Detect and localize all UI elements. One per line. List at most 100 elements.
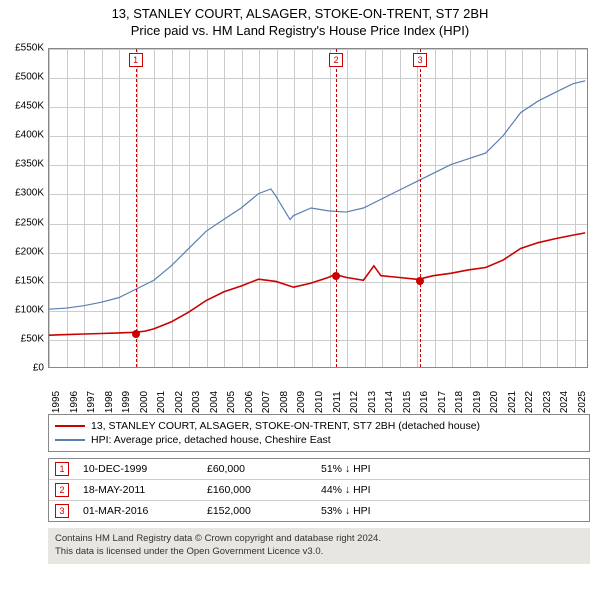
x-axis-label: 2017 bbox=[437, 391, 448, 413]
sale-price: £160,000 bbox=[207, 484, 307, 496]
sale-row: 3 01-MAR-2016 £152,000 53% ↓ HPI bbox=[49, 500, 589, 521]
y-axis-label: £250K bbox=[0, 217, 44, 228]
legend-swatch bbox=[55, 439, 85, 441]
gridline-vertical bbox=[365, 49, 366, 367]
x-axis-label: 2004 bbox=[209, 391, 220, 413]
gridline-vertical bbox=[452, 49, 453, 367]
x-axis-label: 2025 bbox=[577, 391, 588, 413]
gridline-vertical bbox=[312, 49, 313, 367]
x-axis-label: 2003 bbox=[191, 391, 202, 413]
sale-row: 2 18-MAY-2011 £160,000 44% ↓ HPI bbox=[49, 479, 589, 500]
gridline-horizontal bbox=[49, 253, 587, 254]
x-axis-label: 1996 bbox=[69, 391, 80, 413]
sale-marker-line bbox=[136, 49, 137, 367]
gridline-vertical bbox=[259, 49, 260, 367]
sale-diff: 44% ↓ HPI bbox=[321, 484, 583, 496]
y-axis-label: £500K bbox=[0, 72, 44, 83]
y-axis-label: £200K bbox=[0, 246, 44, 257]
gridline-horizontal bbox=[49, 107, 587, 108]
gridline-horizontal bbox=[49, 165, 587, 166]
legend-swatch bbox=[55, 425, 85, 427]
sale-marker-badge: 3 bbox=[413, 53, 427, 67]
y-axis-label: £300K bbox=[0, 188, 44, 199]
x-axis-label: 2016 bbox=[419, 391, 430, 413]
legend-item: 13, STANLEY COURT, ALSAGER, STOKE-ON-TRE… bbox=[55, 419, 583, 433]
sale-date: 01-MAR-2016 bbox=[83, 505, 193, 517]
sale-marker-dot bbox=[416, 277, 424, 285]
gridline-horizontal bbox=[49, 194, 587, 195]
legend-item: HPI: Average price, detached house, Ches… bbox=[55, 433, 583, 447]
x-axis-label: 2021 bbox=[507, 391, 518, 413]
gridline-vertical bbox=[470, 49, 471, 367]
gridline-vertical bbox=[207, 49, 208, 367]
x-axis-label: 2009 bbox=[296, 391, 307, 413]
sale-badge: 2 bbox=[55, 483, 69, 497]
sale-marker-line bbox=[336, 49, 337, 367]
y-axis-label: £0 bbox=[0, 363, 44, 374]
legend-label: 13, STANLEY COURT, ALSAGER, STOKE-ON-TRE… bbox=[91, 420, 480, 432]
gridline-vertical bbox=[67, 49, 68, 367]
x-axis-label: 2001 bbox=[156, 391, 167, 413]
footer-line2: This data is licensed under the Open Gov… bbox=[55, 546, 583, 559]
gridline-vertical bbox=[242, 49, 243, 367]
legend: 13, STANLEY COURT, ALSAGER, STOKE-ON-TRE… bbox=[48, 414, 590, 452]
sale-marker-badge: 2 bbox=[329, 53, 343, 67]
x-axis-label: 2008 bbox=[279, 391, 290, 413]
x-axis-label: 2002 bbox=[174, 391, 185, 413]
sale-marker-dot bbox=[132, 330, 140, 338]
sale-date: 18-MAY-2011 bbox=[83, 484, 193, 496]
x-axis-label: 2000 bbox=[139, 391, 150, 413]
gridline-vertical bbox=[540, 49, 541, 367]
gridline-horizontal bbox=[49, 49, 587, 50]
gridline-horizontal bbox=[49, 136, 587, 137]
chart-area: 1 2 3 £0 £50K £100K £150K £200K £250K £300K £350K… bbox=[0, 40, 600, 410]
sale-badge: 1 bbox=[55, 462, 69, 476]
gridline-horizontal bbox=[49, 282, 587, 283]
gridline-vertical bbox=[522, 49, 523, 367]
sales-table: 110-DEC-1999£60,00051% ↓ HPI218-MAY-2011… bbox=[48, 458, 590, 522]
gridline-vertical bbox=[189, 49, 190, 367]
x-axis-label: 2012 bbox=[349, 391, 360, 413]
chart-container: 13, STANLEY COURT, ALSAGER, STOKE-ON-TRE… bbox=[0, 0, 600, 564]
gridline-horizontal bbox=[49, 340, 587, 341]
gridline-vertical bbox=[172, 49, 173, 367]
sale-marker-line bbox=[420, 49, 421, 367]
gridline-vertical bbox=[154, 49, 155, 367]
sale-diff: 53% ↓ HPI bbox=[321, 505, 583, 517]
x-axis-label: 2022 bbox=[524, 391, 535, 413]
legend-label: HPI: Average price, detached house, Ches… bbox=[91, 434, 331, 446]
sale-date: 10-DEC-1999 bbox=[83, 463, 193, 475]
x-axis-label: 2010 bbox=[314, 391, 325, 413]
gridline-vertical bbox=[347, 49, 348, 367]
gridline-vertical bbox=[557, 49, 558, 367]
plot-region: 1 2 3 bbox=[48, 48, 588, 368]
footer-line1: Contains HM Land Registry data © Crown c… bbox=[55, 533, 583, 546]
x-axis-label: 2013 bbox=[367, 391, 378, 413]
gridline-vertical bbox=[575, 49, 576, 367]
y-axis-label: £150K bbox=[0, 275, 44, 286]
sale-marker-dot bbox=[332, 272, 340, 280]
y-axis-label: £350K bbox=[0, 159, 44, 170]
title-subtitle: Price paid vs. HM Land Registry's House … bbox=[0, 23, 600, 38]
x-axis-label: 2020 bbox=[489, 391, 500, 413]
sale-marker-badge: 1 bbox=[129, 53, 143, 67]
gridline-vertical bbox=[382, 49, 383, 367]
x-axis-label: 2006 bbox=[244, 391, 255, 413]
x-axis-label: 2023 bbox=[542, 391, 553, 413]
series-svg bbox=[49, 49, 587, 367]
gridline-vertical bbox=[400, 49, 401, 367]
gridline-horizontal bbox=[49, 224, 587, 225]
x-axis-label: 2019 bbox=[472, 391, 483, 413]
y-axis-label: £100K bbox=[0, 304, 44, 315]
sale-badge: 3 bbox=[55, 504, 69, 518]
x-axis-label: 2007 bbox=[261, 391, 272, 413]
x-axis-label: 2014 bbox=[384, 391, 395, 413]
gridline-vertical bbox=[487, 49, 488, 367]
y-axis-label: £50K bbox=[0, 333, 44, 344]
x-axis-label: 2015 bbox=[402, 391, 413, 413]
sale-price: £152,000 bbox=[207, 505, 307, 517]
sale-row: 110-DEC-1999£60,00051% ↓ HPI bbox=[49, 459, 589, 479]
x-axis-label: 2024 bbox=[559, 391, 570, 413]
gridline-vertical bbox=[137, 49, 138, 367]
gridline-vertical bbox=[102, 49, 103, 367]
